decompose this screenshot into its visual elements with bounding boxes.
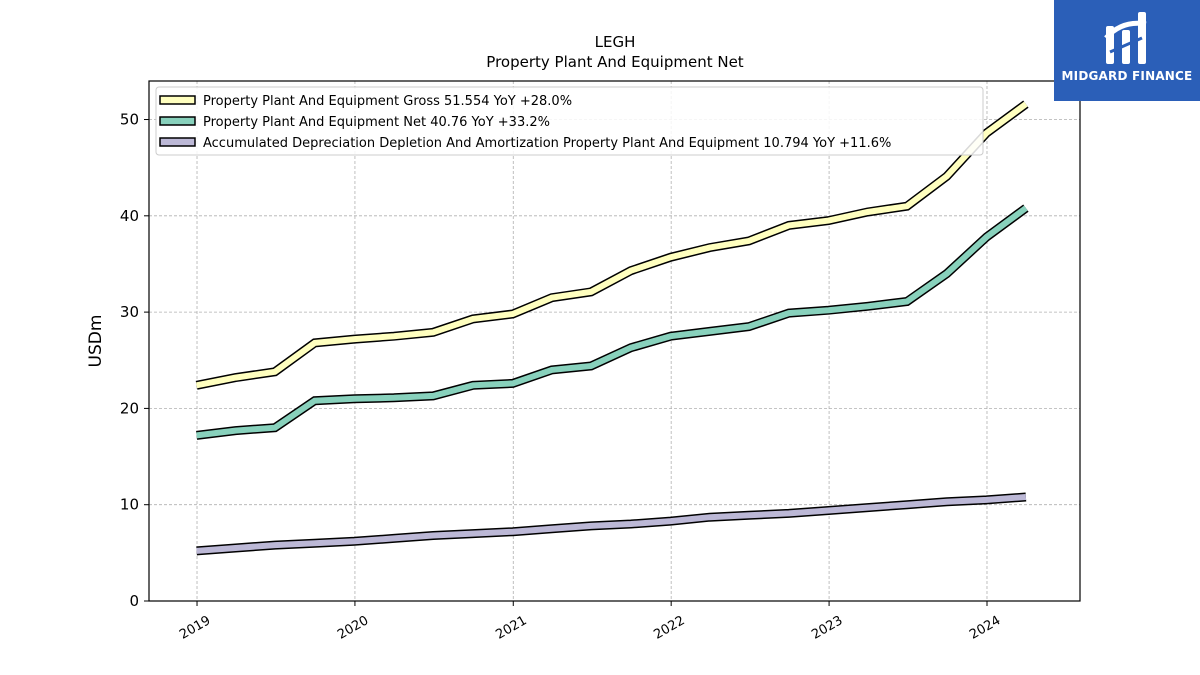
legend-label: Accumulated Depreciation Depletion And A… <box>203 136 891 151</box>
legend-swatch <box>159 116 196 126</box>
y-tick-label: 10 <box>120 496 139 514</box>
brand-logo: MIDGARD FINANCE <box>1054 0 1200 101</box>
legend-swatch <box>159 137 196 147</box>
legend: Property Plant And Equipment Gross 51.55… <box>155 86 984 156</box>
y-tick-label: 20 <box>120 399 139 417</box>
legend-label: Property Plant And Equipment Net 40.76 Y… <box>203 115 550 130</box>
x-tick-label: 2023 <box>809 613 845 643</box>
legend-box <box>155 86 984 156</box>
series-layer <box>195 100 1029 556</box>
x-tick-label: 2022 <box>651 613 687 643</box>
plot-frame <box>148 80 1081 602</box>
y-tick-label: 0 <box>129 592 139 610</box>
x-tick-label: 2019 <box>177 613 213 643</box>
x-tick-label: 2021 <box>493 613 529 643</box>
y-tick-label: 40 <box>120 207 139 225</box>
logo-text: MIDGARD FINANCE <box>1061 69 1193 83</box>
series-line-2 <box>196 205 1028 439</box>
x-axis: 2019 2020 2021 2022 2023 2024 <box>177 601 1003 643</box>
series-line-1 <box>196 101 1028 389</box>
logo-mark-icon <box>1104 12 1147 64</box>
series-line-3 <box>196 494 1027 554</box>
x-tick-label: 2020 <box>335 613 371 643</box>
y-tick-label: 30 <box>120 303 139 321</box>
y-axis-label: USDm <box>86 315 106 368</box>
chart-title: LEGH <box>595 33 636 51</box>
x-tick-label: 2024 <box>967 613 1003 643</box>
y-axis: 0 10 20 30 40 50 <box>120 111 149 610</box>
chart-subtitle: Property Plant And Equipment Net <box>486 53 743 71</box>
legend-swatch <box>159 95 196 105</box>
y-tick-label: 50 <box>120 111 139 129</box>
legend-label: Property Plant And Equipment Gross 51.55… <box>203 94 572 109</box>
